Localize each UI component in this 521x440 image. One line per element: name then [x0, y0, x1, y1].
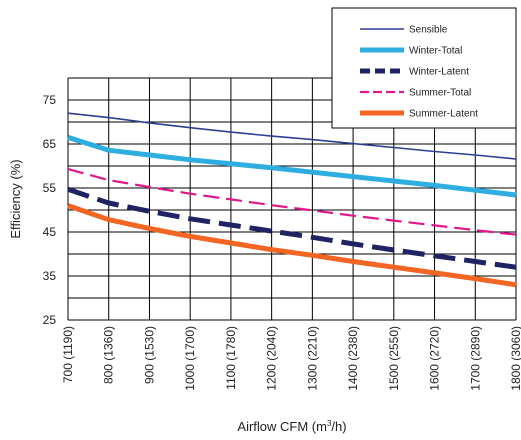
x-axis-label: Airflow CFM (m3/h)	[237, 419, 346, 434]
legend-label-sensible: Sensible	[409, 25, 448, 36]
x-tick-label: 800 (1360)	[102, 326, 116, 384]
chart-legend: Sensible Winter-Total Winter-Latent Summer-…	[331, 7, 517, 129]
series-line-summer-total	[67, 168, 517, 236]
y-tick-label: 45	[43, 225, 57, 239]
y-axis-ticks: 25 35 45 55 65 75	[43, 93, 57, 327]
x-tick-label: 1100 (1780)	[224, 326, 238, 390]
legend-label-winter-latent: Winter-Latent	[409, 67, 469, 78]
series-line-sensible	[67, 112, 517, 160]
y-tick-label: 55	[43, 181, 57, 195]
x-tick-label: 1700 (2890)	[468, 326, 482, 391]
legend-label-summer-total: Summer-Total	[409, 88, 471, 99]
x-axis-label-superscript: 3	[327, 419, 332, 428]
x-tick-label: 1000 (1700)	[183, 326, 197, 391]
y-tick-label: 25	[43, 313, 57, 327]
y-tick-label: 35	[43, 269, 57, 283]
x-axis-ticks: 700 (1190) 800 (1360) 900 (1530) 1000 (1700…	[61, 326, 521, 391]
legend-label-summer-latent: Summer-Latent	[409, 109, 478, 120]
x-tick-label: 1400 (2380)	[346, 326, 360, 391]
y-tick-label: 65	[43, 137, 57, 151]
series-line-summer-latent	[67, 203, 517, 288]
chart-series	[67, 112, 517, 288]
x-tick-label: 1800 (3060)	[509, 326, 521, 391]
x-tick-label: 700 (1190)	[61, 326, 75, 383]
series-line-winter-latent	[67, 186, 517, 270]
x-axis-label-end: /h)	[331, 419, 346, 434]
x-tick-label: 900 (1530)	[142, 326, 156, 384]
y-tick-label: 75	[43, 93, 57, 107]
x-tick-label: 1500 (2550)	[387, 326, 401, 391]
x-tick-label: 1300 (2210)	[305, 326, 319, 391]
y-axis-label: Efficiency (%)	[8, 159, 23, 238]
x-axis-label-main: Airflow CFM (m	[237, 419, 327, 434]
series-line-winter-total	[67, 135, 517, 198]
legend-box	[331, 7, 517, 129]
x-tick-label: 1600 (2720)	[428, 326, 442, 391]
legend-label-winter-total: Winter-Total	[409, 46, 462, 57]
x-tick-label: 1200 (2040)	[265, 326, 279, 391]
